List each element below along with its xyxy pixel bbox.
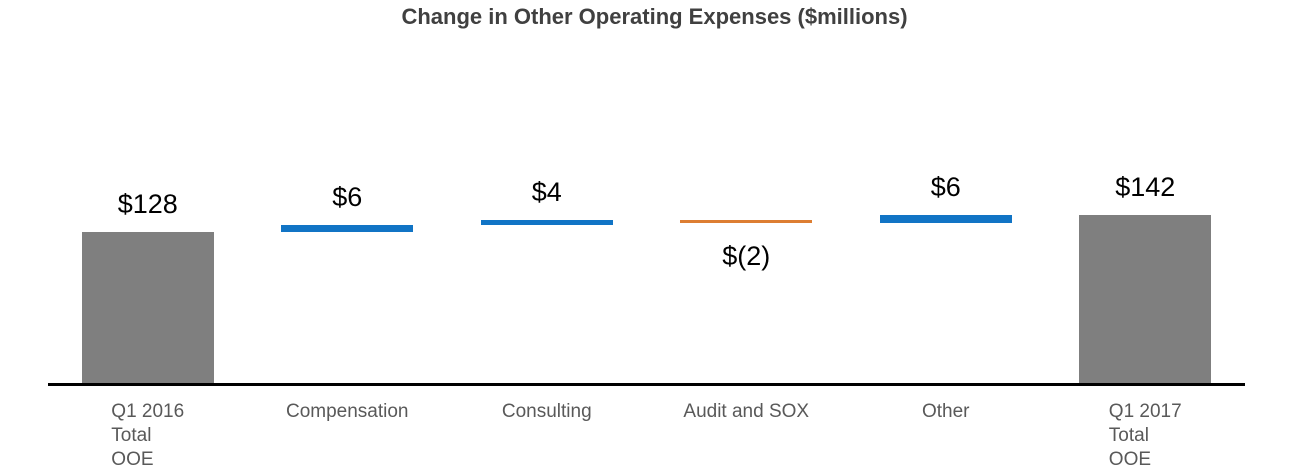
value-label: $(2) <box>722 240 771 271</box>
waterfall-bar-increase-2 <box>480 220 613 225</box>
category-label-text: Q1 2016 Total OOE <box>111 401 185 470</box>
category-label-text: Q1 2017 Total OOE <box>1108 401 1182 470</box>
waterfall-bar-total-0 <box>81 232 214 383</box>
category-label-text: Consulting <box>501 401 592 422</box>
waterfall-bar-increase-4 <box>879 215 1012 223</box>
category-label: Consulting <box>447 400 647 424</box>
category-label: Other <box>846 400 1046 424</box>
category-label-text: Compensation <box>285 401 409 422</box>
category-label-text: Other <box>921 401 970 422</box>
value-label: $128 <box>117 189 178 219</box>
category-label: Audit and SOX <box>646 400 846 424</box>
value-label: $6 <box>930 172 961 203</box>
waterfall-bar-decrease-3 <box>680 220 813 223</box>
waterfall-bar-increase-1 <box>281 224 414 232</box>
x-axis-line <box>48 383 1245 386</box>
value-label: $4 <box>531 177 562 208</box>
category-label-text: Audit and SOX <box>683 401 810 422</box>
waterfall-bar-total-5 <box>1079 215 1212 383</box>
chart-title: Change in Other Operating Expenses ($mil… <box>401 4 908 29</box>
category-label: Q1 2017 Total OOE <box>1045 400 1245 472</box>
value-label: $6 <box>332 181 363 212</box>
category-label: Compensation <box>247 400 447 424</box>
value-label: $142 <box>1115 172 1176 203</box>
category-label: Q1 2016 Total OOE <box>48 400 248 472</box>
